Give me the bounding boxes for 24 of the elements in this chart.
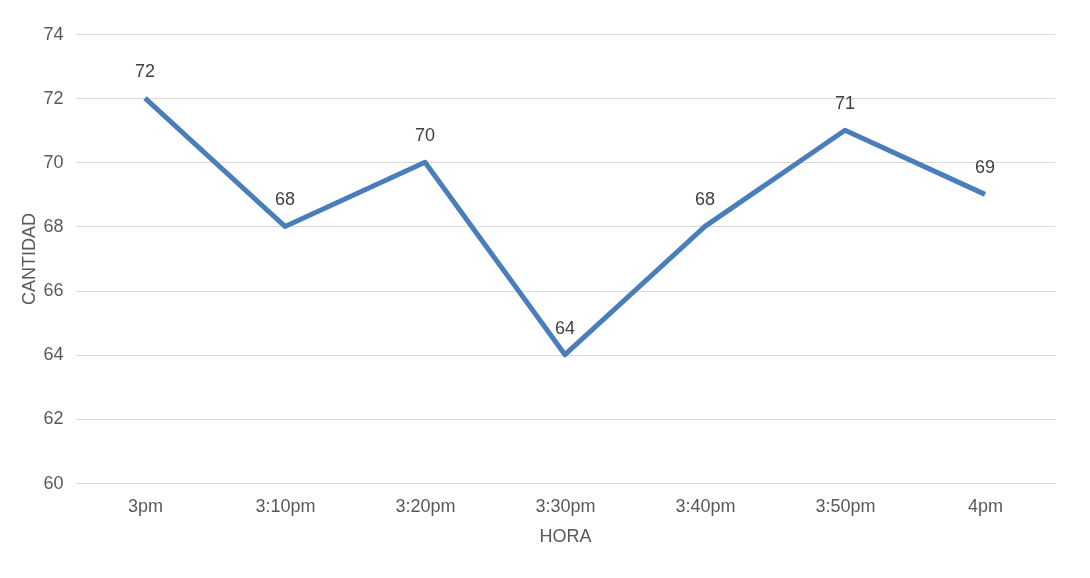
y-tick-label: 64 — [43, 344, 64, 365]
y-tick-label: 60 — [43, 472, 64, 493]
x-tick-label: 3:30pm — [535, 495, 596, 516]
y-tick-label: 74 — [43, 23, 64, 44]
x-tick-label: 3:10pm — [255, 495, 316, 516]
x-tick-label: 4pm — [967, 495, 1004, 516]
x-tick-label: 3:40pm — [675, 495, 736, 516]
y-axis-title: CANTIDAD — [19, 212, 40, 306]
x-tick-label: 3pm — [127, 495, 164, 516]
x-tick-label: 3:50pm — [815, 495, 876, 516]
y-tick-label: 68 — [43, 215, 64, 236]
data-label: 72 — [134, 61, 156, 82]
data-label: 64 — [554, 317, 576, 338]
x-axis-title: HORA — [539, 525, 592, 546]
y-tick-label: 66 — [43, 280, 64, 301]
x-tick-label: 3:20pm — [395, 495, 456, 516]
data-label: 69 — [974, 157, 996, 178]
data-label: 68 — [694, 189, 716, 210]
y-tick-label: 62 — [43, 408, 64, 429]
data-label: 70 — [414, 125, 436, 146]
y-tick-label: 72 — [43, 87, 64, 108]
data-label: 68 — [274, 189, 296, 210]
y-tick-label: 70 — [43, 151, 64, 172]
data-label: 71 — [834, 93, 856, 114]
